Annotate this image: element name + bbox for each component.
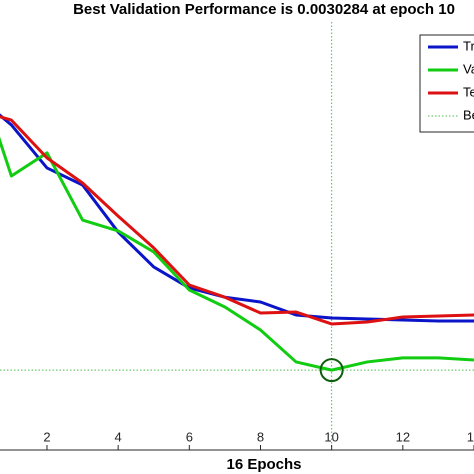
x-tick-label: 6 (186, 429, 193, 444)
series-line (0, 115, 474, 326)
x-tick-label: 14 (467, 429, 474, 444)
x-axis-label: 16 Epochs (226, 456, 301, 473)
legend: Train Validation Test Best (419, 34, 474, 133)
chart-title: Best Validation Performance is 0.0030284… (73, 1, 455, 18)
x-tick-label: 12 (396, 429, 410, 444)
legend-label: Test (463, 84, 474, 99)
series-line (0, 136, 474, 372)
legend-label: Best (463, 107, 474, 122)
best-marker (319, 358, 344, 383)
series-line (0, 113, 474, 323)
plot-area (0, 22, 474, 450)
x-tick-label: 4 (115, 429, 122, 444)
legend-label: Train (463, 38, 474, 53)
x-tick-label: 8 (257, 429, 264, 444)
x-tick-label: 2 (43, 429, 50, 444)
x-tick-label: 10 (324, 429, 338, 444)
legend-label: Validation (463, 61, 474, 76)
